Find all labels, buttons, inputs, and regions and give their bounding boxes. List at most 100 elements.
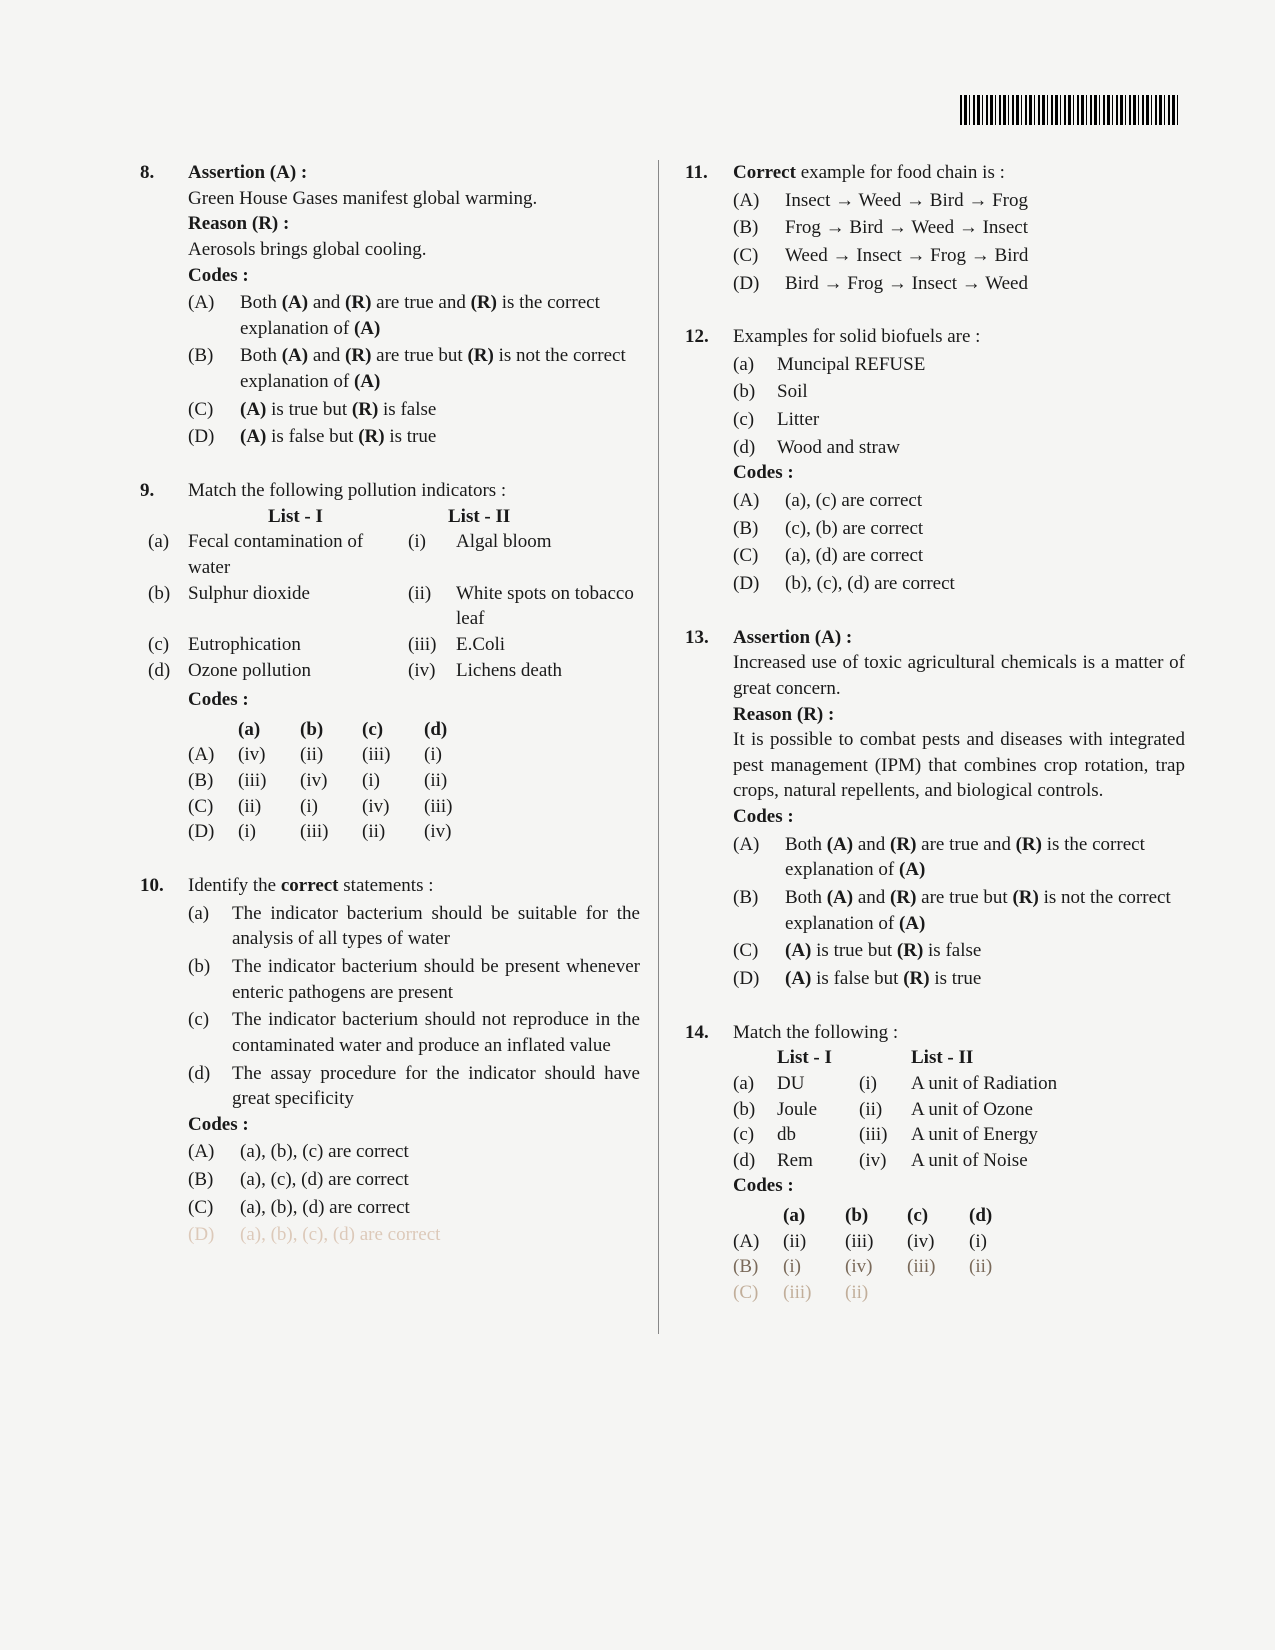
question-number: 11. (685, 160, 733, 296)
question-8: 8. Assertion (A) : Green House Gases man… (140, 160, 640, 450)
code-table: (a) (b) (c) (d) (A)(ii)(iii)(iv)(i)(B)(i… (733, 1203, 1185, 1306)
sub-item: (c)Litter (733, 407, 1185, 433)
option-text: Both (A) and (R) are true and (R) is the… (785, 832, 1185, 883)
sub-statement: (c)The indicator bacterium should not re… (188, 1007, 640, 1058)
match-row: (c)Eutrophication(iii)E.Coli (148, 632, 640, 658)
question-13: 13. Assertion (A) : Increased use of tox… (685, 625, 1185, 992)
stem: Identify the correct statements : (188, 873, 640, 899)
reason-text: It is possible to combat pests and disea… (733, 727, 1185, 804)
question-number: 14. (685, 1020, 733, 1306)
question-12: 12. Examples for solid biofuels are : (a… (685, 324, 1185, 596)
option-label: (A) (188, 290, 240, 341)
option: (C)Weed → Insect → Frog → Bird (733, 243, 1185, 269)
question-number: 10. (140, 873, 188, 1248)
assertion-text: Green House Gases manifest global warmin… (188, 186, 640, 212)
question-number: 12. (685, 324, 733, 596)
question-body: Match the following : List - I List - II… (733, 1020, 1185, 1306)
option: (B)(c), (b) are correct (733, 516, 1185, 542)
option: (B)(a), (c), (d) are correct (188, 1167, 640, 1193)
option: (A)Insect → Weed → Bird → Frog (733, 188, 1185, 214)
sub-statement: (b)The indicator bacterium should be pre… (188, 954, 640, 1005)
list1-header: List - I (777, 1045, 859, 1071)
list-headers: List - I List - II (733, 1045, 1185, 1071)
barcode (960, 95, 1180, 125)
reason-label: Reason (R) : (733, 702, 1185, 728)
reason-label: Reason (R) : (188, 211, 640, 237)
question-14: 14. Match the following : List - I List … (685, 1020, 1185, 1306)
option-c: (C) (A) is true but (R) is false (733, 938, 1185, 964)
code-row: (D)(i)(iii)(ii)(iv) (188, 819, 640, 845)
match-row: (d)Rem(iv)A unit of Noise (733, 1148, 1185, 1174)
option-label: (A) (733, 832, 785, 883)
match-rows: (a)Fecal contamination of water(i)Algal … (148, 529, 640, 683)
option: (D)(b), (c), (d) are correct (733, 571, 1185, 597)
option-d: (D) (A) is false but (R) is true (733, 966, 1185, 992)
option-text: (A) is true but (R) is false (785, 938, 1185, 964)
option-label: (B) (188, 343, 240, 394)
match-row: (a)Fecal contamination of water(i)Algal … (148, 529, 640, 580)
code-rows: (A)(ii)(iii)(iv)(i)(B)(i)(iv)(iii)(ii)(C… (733, 1229, 1185, 1306)
question-number: 8. (140, 160, 188, 450)
code-header-row: (a) (b) (c) (d) (188, 717, 640, 743)
reason-text: Aerosols brings global cooling. (188, 237, 640, 263)
codes-label: Codes : (188, 1112, 640, 1138)
sub-statement: (a)The indicator bacterium should be sui… (188, 901, 640, 952)
match-rows: (a)DU(i)A unit of Radiation(b)Joule(ii)A… (733, 1071, 1185, 1174)
option-text: (A) is true but (R) is false (240, 397, 640, 423)
assertion-text: Increased use of toxic agricultural chem… (733, 650, 1185, 701)
option: (D)Bird → Frog → Insect → Weed (733, 271, 1185, 297)
option: (C)(a), (d) are correct (733, 543, 1185, 569)
option-text: Both (A) and (R) are true but (R) is not… (785, 885, 1185, 936)
option-a: (A) Both (A) and (R) are true and (R) is… (733, 832, 1185, 883)
sub-item: (b)Soil (733, 379, 1185, 405)
option-text: (A) is false but (R) is true (240, 424, 640, 450)
option-label: (C) (188, 397, 240, 423)
sub-items: (a)Muncipal REFUSE(b)Soil(c)Litter(d)Woo… (733, 352, 1185, 461)
options: (A)(a), (c) are correct(B)(c), (b) are c… (733, 488, 1185, 597)
list2-header: List - II (911, 1045, 1185, 1071)
match-row: (d)Ozone pollution(iv)Lichens death (148, 658, 640, 684)
stem: Examples for solid biofuels are : (733, 324, 1185, 350)
option-a: (A) Both (A) and (R) are true and (R) is… (188, 290, 640, 341)
sub-item: (a)Muncipal REFUSE (733, 352, 1185, 378)
sub-item: (d)Wood and straw (733, 435, 1185, 461)
codes-label: Codes : (188, 263, 640, 289)
question-body: Assertion (A) : Green House Gases manife… (188, 160, 640, 450)
option-label: (D) (733, 966, 785, 992)
codes-label: Codes : (733, 804, 1185, 830)
stem: Correct example for food chain is : (733, 160, 1185, 186)
option: (C)(a), (b), (d) are correct (188, 1195, 640, 1221)
question-9: 9. Match the following pollution indicat… (140, 478, 640, 845)
code-table: (a) (b) (c) (d) (A)(iv)(ii)(iii)(i)(B)(i… (188, 717, 640, 845)
option-text: (A) is false but (R) is true (785, 966, 1185, 992)
code-row: (C)(iii)(ii) (733, 1280, 1185, 1306)
option-label: (D) (188, 424, 240, 450)
option: (A)(a), (b), (c) are correct (188, 1139, 640, 1165)
codes-label: Codes : (188, 687, 640, 713)
match-row: (b)Sulphur dioxide(ii)White spots on tob… (148, 581, 640, 632)
option-label: (C) (733, 938, 785, 964)
list1-header: List - I (188, 504, 448, 530)
option: (A)(a), (c) are correct (733, 488, 1185, 514)
option-text: Both (A) and (R) are true but (R) is not… (240, 343, 640, 394)
match-row: (b)Joule(ii)A unit of Ozone (733, 1097, 1185, 1123)
stem: Match the following pollution indicators… (188, 478, 640, 504)
code-row: (C)(ii)(i)(iv)(iii) (188, 794, 640, 820)
code-row: (A)(iv)(ii)(iii)(i) (188, 742, 640, 768)
sub-statements: (a)The indicator bacterium should be sui… (188, 901, 640, 1112)
code-row: (A)(ii)(iii)(iv)(i) (733, 1229, 1185, 1255)
options: (A)(a), (b), (c) are correct(B)(a), (c),… (188, 1139, 640, 1248)
question-body: Examples for solid biofuels are : (a)Mun… (733, 324, 1185, 596)
codes-label: Codes : (733, 460, 1185, 486)
assertion-label: Assertion (A) : (733, 625, 1185, 651)
option-text: Both (A) and (R) are true and (R) is the… (240, 290, 640, 341)
options: (A)Insect → Weed → Bird → Frog(B)Frog → … (733, 188, 1185, 297)
right-column: 11. Correct example for food chain is : … (658, 160, 1185, 1334)
question-body: Identify the correct statements : (a)The… (188, 873, 640, 1248)
left-column: 8. Assertion (A) : Green House Gases man… (140, 160, 658, 1334)
match-row: (a)DU(i)A unit of Radiation (733, 1071, 1185, 1097)
question-10: 10. Identify the correct statements : (a… (140, 873, 640, 1248)
stem: Match the following : (733, 1020, 1185, 1046)
match-row: (c)db(iii)A unit of Energy (733, 1122, 1185, 1148)
list-headers: List - I List - II (188, 504, 640, 530)
